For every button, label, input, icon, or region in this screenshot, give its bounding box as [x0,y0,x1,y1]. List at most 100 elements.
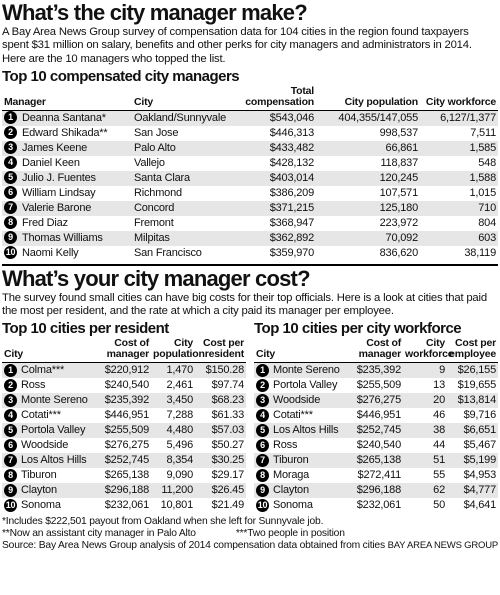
workforce-table: City Cost of manager City workforce Cost pe… [254,338,499,513]
cell: $255,509 [356,379,402,392]
rank: 5 [4,171,17,185]
cell: $68.23 [195,393,247,409]
cell: $252,745 [99,453,152,469]
credit: BAY AREA NEWS GROUP [387,540,499,552]
cell: $433,482 [240,140,316,156]
row: 1 Deanna Santana* Oakland/Sunnyvale $543,04… [2,110,498,126]
source: Source: Bay Area News Group analysis of … [2,540,385,552]
cell: $61.33 [211,409,245,422]
rank: 9 [4,231,17,245]
cell: $5,199 [447,453,499,469]
divider [2,263,498,266]
cell: 7,511 [470,126,496,139]
cell: 9,090 [166,469,194,482]
cell: $232,061 [356,499,402,512]
cell: San Francisco [134,246,202,259]
row: 10 Sonoma $232,061 50 $4,641 [254,498,498,513]
cell: 9 [2,230,20,246]
cell: 5 [2,423,19,439]
cell: $6,651 [447,423,499,439]
rank: 1 [4,111,17,125]
cell: $265,138 [104,469,150,482]
column-header: City [2,338,100,364]
rank: 2 [256,379,269,393]
cell: 3 [2,393,19,409]
cell: 46 [433,409,446,422]
column-header: Cost per employee [447,338,499,364]
cell: 6 [2,186,20,201]
row: 9 Thomas Williams Milpitas $362,892 70,092 60… [2,230,498,246]
cell: $240,540 [356,439,402,452]
rank: 1 [4,364,17,378]
cell: Valerie Barone [20,200,132,216]
cell: 804 [478,216,496,229]
row: 5 Portola Valley $255,509 4,480 $57.03 [2,423,247,439]
cell: $371,215 [240,200,316,216]
cell: Richmond [134,186,182,199]
cell: Sonoma [21,499,61,512]
section-title: Top 10 compensated city managers [2,67,240,85]
section-title: Top 10 cities per city workforce [254,320,462,338]
rank: 2 [4,126,17,140]
column-header: Cost of manager [351,338,404,364]
cell: Vallejo [134,156,165,169]
row: 3 Woodside $276,275 20 $13,814 [254,393,499,409]
cell: $26.45 [195,483,247,499]
cell: 3 [2,140,20,156]
note: ***Two people in position [235,528,345,540]
cell: Colma*** [19,362,100,379]
cell: $265,138 [351,453,404,469]
cell: Concord [132,200,240,216]
rank: 6 [4,186,17,200]
cell: Los Altos Hills [19,453,100,469]
cell: 1 [254,362,271,379]
cell: Monte Sereno [271,362,352,379]
cell: Tiburon [271,453,352,469]
row: 5 Julio J. Fuentes Santa Clara $403,014 120,… [2,170,498,186]
row: 10 Sonoma $232,061 10,801 $21.49 [2,498,246,513]
rank: 3 [4,141,17,155]
cell: Oakland/Sunnyvale [132,110,240,126]
rank: 4 [256,409,269,423]
cell: 10 [2,246,20,261]
cell: $276,275 [351,393,404,409]
cell: 4 [254,408,271,423]
row: 8 Moraga $272,411 55 $4,953 [254,468,498,483]
cell: $403,014 [240,170,316,186]
cell: Cotati*** [21,409,61,422]
cell: Fremont [134,216,174,229]
rank: 10 [4,246,17,260]
resident-table: City Cost of manager City population Cost p… [2,338,247,513]
cell: 13 [433,379,446,392]
row: 6 Ross $240,540 44 $5,467 [254,438,498,453]
cell: 7 [254,453,271,469]
cell: 1,588 [420,170,498,186]
cell: 603 [420,230,498,246]
row: 2 Portola Valley $255,509 13 $19,655 [254,378,498,393]
cell: 11,200 [151,483,196,499]
rank: 8 [4,216,17,230]
cell: 6 [2,438,19,453]
cell: $30.25 [195,453,247,469]
cell: $4,777 [447,483,499,499]
cell: $235,392 [99,393,152,409]
row: 9 Clayton $296,188 11,200 $26.45 [2,483,247,499]
column-header: Cost of manager [99,338,152,364]
cell: 2,461 [166,379,194,392]
cell: $4,953 [463,469,497,482]
rank: 1 [256,364,269,378]
cell: $232,061 [104,499,150,512]
cell: 836,620 [379,246,419,259]
cell: $386,209 [269,186,314,199]
cell: 55 [433,469,446,482]
rank: 5 [256,424,269,438]
cell: 1,585 [420,140,498,156]
cell: $276,275 [104,439,150,452]
cell: Edward Shikada** [22,126,108,139]
row: 7 Valerie Barone Concord $371,215 125,180 710 [2,200,498,216]
row: 9 Clayton $296,188 62 $4,777 [254,483,499,499]
rank: 8 [4,469,17,483]
cell: $29.17 [211,469,245,482]
cell: 7 [2,453,19,469]
rank: 2 [4,379,17,393]
